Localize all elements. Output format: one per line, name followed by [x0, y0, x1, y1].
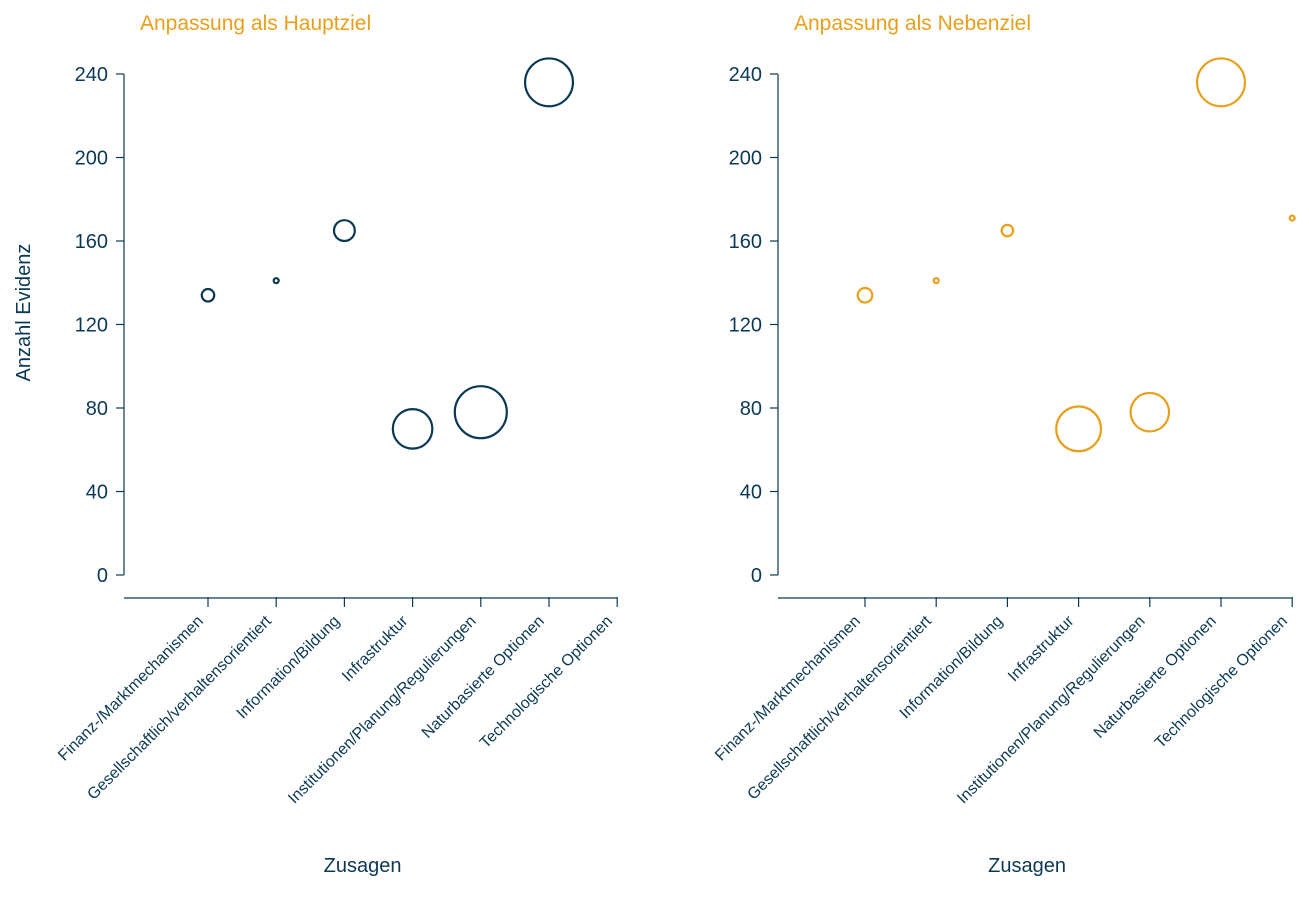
y-tick-label: 40 — [740, 482, 762, 504]
chart-panel-1: Anpassung als Hauptziel 0 40 80 120 160 200 240… — [13, 12, 618, 877]
x-axis-label: Zusagen — [988, 855, 1066, 877]
chart-title: Anpassung als Nebenziel — [794, 12, 1031, 35]
y-tick-label: 200 — [729, 148, 762, 170]
chart-panel-2: Anpassung als Nebenziel 0 40 80 120 160 200 240… — [712, 12, 1296, 877]
y-tick-label: 240 — [729, 64, 762, 86]
y-tick-label: 80 — [86, 398, 108, 420]
y-tick-label: 200 — [75, 148, 108, 170]
data-bubble — [1195, 57, 1247, 108]
y-tick-label: 120 — [75, 315, 108, 337]
data-bubble — [332, 219, 356, 243]
y-tick-label: 160 — [75, 231, 108, 253]
x-tick-label: Naturbasierte Optionen — [1091, 613, 1220, 742]
x-tick-label: Finanz-/Marktmechanismen — [712, 613, 864, 765]
data-bubble — [856, 286, 874, 304]
data-bubble — [1055, 405, 1103, 453]
data-bubble — [1129, 391, 1171, 433]
data-bubble — [200, 287, 216, 303]
x-tick-label: Technologische Optionen — [477, 613, 616, 752]
data-bubble — [1000, 223, 1015, 238]
y-tick-label: 80 — [740, 398, 762, 420]
y-axis-label: Anzahl Evidenz — [13, 244, 35, 382]
y-tick-label: 160 — [729, 231, 762, 253]
data-bubble — [932, 277, 940, 285]
y-tick-label: 0 — [97, 565, 108, 587]
x-tick-label: Finanz-/Marktmechanismen — [55, 613, 207, 765]
data-bubble — [523, 57, 575, 108]
y-tick-label: 240 — [75, 64, 108, 86]
data-bubble — [1288, 214, 1296, 222]
x-tick-label: Technologische Optionen — [1152, 613, 1291, 752]
y-tick-label: 120 — [729, 315, 762, 337]
data-bubble — [453, 385, 508, 440]
y-tick-label: 40 — [86, 482, 108, 504]
chart-title: Anpassung als Hauptziel — [140, 12, 371, 35]
x-tick-label: Infrastruktur — [339, 612, 412, 685]
data-bubble — [272, 277, 280, 285]
x-tick-label: Infrastruktur — [1005, 612, 1078, 685]
x-axis-label: Zusagen — [324, 855, 402, 877]
y-tick-label: 0 — [751, 565, 762, 587]
data-bubble — [391, 408, 434, 450]
x-tick-label: Naturbasierte Optionen — [419, 613, 548, 742]
